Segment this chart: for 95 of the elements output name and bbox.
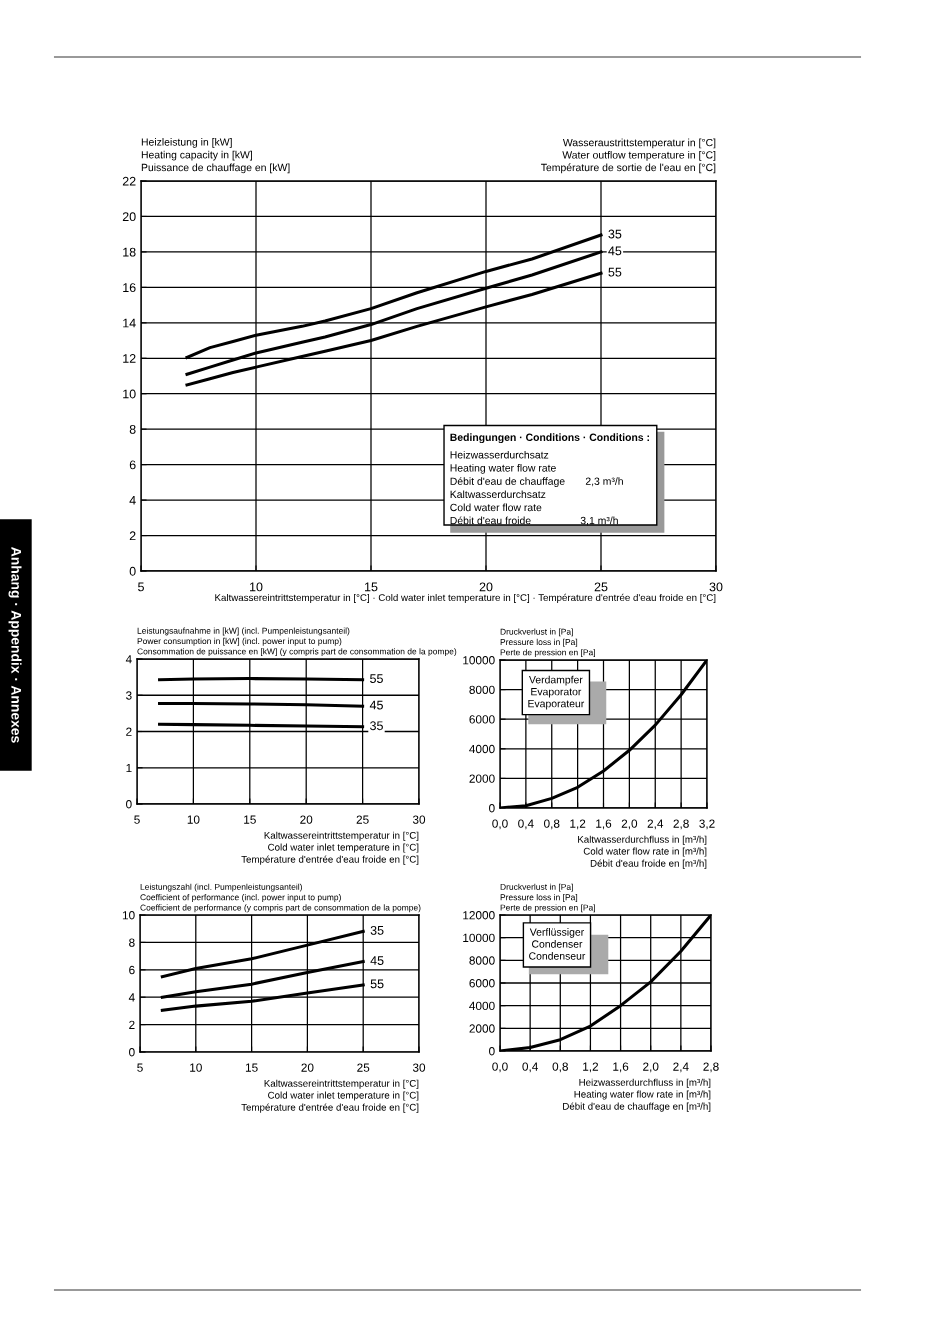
x-tick-label: 10 bbox=[190, 1063, 202, 1072]
x-tick-label: 0,0 bbox=[492, 819, 508, 830]
x-axis-title: Heizwasserdurchfluss in [m³/h] Heating water flow rate in [m³/h] Débit d'eau de chauffage en [m³/h] bbox=[563, 1078, 711, 1112]
x-tick-label: 30 bbox=[709, 582, 723, 592]
y-tick-label: 4000 bbox=[469, 1001, 495, 1011]
y-axis-title: Druckverlust in [Pa] Pressure loss in [Pa] Perte de pression en [Pa] bbox=[500, 883, 595, 913]
y-tick-label: 10 bbox=[123, 389, 136, 399]
y-tick-label: 10 bbox=[122, 911, 135, 920]
y-tick-label: 8 bbox=[129, 424, 136, 434]
series-label: 45 bbox=[369, 700, 383, 710]
y-tick-label: 18 bbox=[123, 247, 136, 257]
x-tick-label: 2,4 bbox=[647, 819, 664, 830]
x-tick-label: 1,6 bbox=[613, 1062, 629, 1073]
annotation: Heizwasserdurchsatz Heating water flow rate Débit d'eau de chauffage 2,3 m³/h Kaltwasserdurchsatz Cold water flow rate Débit d'eau froide 3,1 m³/h bbox=[450, 450, 623, 526]
series-label: 55 bbox=[370, 979, 384, 989]
y-tick-label: 10000 bbox=[463, 933, 495, 943]
y-axis-title: Leistungsaufnahme in [kW] (incl. Pumpenleistungsanteil) Power consumption in [kW] (incl. power input to pump) Consommation de puissance en [kW] (y compris part de consommation de la pompe) bbox=[137, 627, 457, 657]
x-tick-label: 1,2 bbox=[570, 819, 586, 830]
x-tick-label: 0,4 bbox=[518, 819, 534, 830]
y-tick-label: 0 bbox=[489, 804, 495, 813]
x-tick-label: 2,0 bbox=[621, 819, 638, 830]
series-label: 45 bbox=[370, 956, 384, 965]
x-tick-label: 15 bbox=[244, 815, 256, 824]
x-tick-label: 20 bbox=[301, 1063, 314, 1072]
x-tick-label: 5 bbox=[137, 1063, 143, 1072]
x-tick-label: 25 bbox=[356, 815, 369, 824]
x-tick-label: 3,2 bbox=[699, 819, 715, 830]
y-tick-label: 6000 bbox=[469, 715, 495, 724]
y-tick-label: 12 bbox=[123, 354, 136, 363]
y-tick-label: 8000 bbox=[469, 685, 495, 694]
series-label: 55 bbox=[608, 267, 622, 277]
y-tick-label: 4 bbox=[125, 655, 132, 664]
text: Anhang · Appendix · Annexes bbox=[8, 547, 22, 743]
x-tick-label: 2,4 bbox=[673, 1062, 689, 1073]
x-tick-label: 2,8 bbox=[703, 1062, 719, 1073]
x-tick-label: 0,8 bbox=[552, 1062, 568, 1073]
x-tick-label: 1,2 bbox=[583, 1062, 599, 1073]
x-tick-label: 15 bbox=[365, 582, 378, 592]
y-tick-label: 14 bbox=[123, 318, 136, 328]
y-tick-label: 22 bbox=[122, 176, 136, 186]
x-tick-label: 20 bbox=[300, 815, 313, 824]
y-tick-label: 6 bbox=[129, 965, 135, 975]
annotation: Verdampfer Evaporator Evaporateur bbox=[528, 675, 585, 710]
x-tick-label: 25 bbox=[594, 582, 608, 592]
series-label: 55 bbox=[370, 674, 383, 684]
y-tick-label: 0 bbox=[129, 566, 136, 576]
x-tick-label: 10 bbox=[187, 815, 200, 824]
y-axis-title: Leistungszahl (incl. Pumpenleistungsanteil) Coefficient of performance (incl. power input to pump) Coefficient de performance (y compris part de consommation de la pompe) bbox=[140, 883, 421, 913]
y-tick-label: 8000 bbox=[469, 956, 495, 965]
series-label: 35 bbox=[370, 925, 384, 935]
y-tick-label: 4 bbox=[128, 993, 135, 1002]
x-tick-label: 10 bbox=[250, 582, 263, 592]
x-axis-title: Kaltwasserdurchfluss in [m³/h] Cold water flow rate in [m³/h] Débit d'eau froide en [m³/h] bbox=[578, 835, 707, 869]
x-tick-label: 5 bbox=[134, 815, 140, 824]
x-tick-label: 30 bbox=[412, 1063, 426, 1072]
x-axis-title: Kaltwassereintrittstemperatur in [°C] Cold water inlet temperature in [°C] Température d'entrée d'eau froide en [°C] bbox=[241, 831, 419, 865]
x-tick-label: 0,8 bbox=[544, 819, 560, 830]
y-tick-label: 20 bbox=[122, 212, 136, 222]
annotation: Bedingungen · Conditions · Conditions : bbox=[450, 433, 649, 444]
x-tick-label: 0,4 bbox=[522, 1062, 538, 1073]
legend-title: Wasseraustrittstemperatur in [°C] Water outflow temperature in [°C] Température de sortie de l'eau en [°C] bbox=[541, 138, 716, 174]
x-tick-label: 5 bbox=[138, 582, 144, 592]
y-tick-label: 10000 bbox=[463, 656, 495, 665]
series-label: 35 bbox=[370, 721, 383, 731]
y-tick-label: 0 bbox=[126, 800, 132, 809]
x-tick-label: 1,6 bbox=[596, 819, 612, 830]
y-axis-title: Druckverlust in [Pa] Pressure loss in [Pa] Perte de pression en [Pa] bbox=[500, 628, 595, 658]
y-tick-label: 16 bbox=[123, 283, 136, 293]
series-label: 45 bbox=[608, 246, 622, 256]
y-tick-label: 6000 bbox=[469, 979, 495, 988]
y-tick-label: 3 bbox=[126, 691, 132, 700]
x-tick-label: 15 bbox=[245, 1063, 258, 1072]
y-tick-label: 1 bbox=[126, 763, 132, 773]
x-axis-title: Kaltwassereintrittstemperatur in [°C] Cold water inlet temperature in [°C] Température d'entrée d'eau froide en [°C] bbox=[241, 1079, 419, 1113]
x-tick-label: 30 bbox=[412, 815, 426, 824]
x-axis-title: Kaltwassereintrittstemperatur in [°C] · Cold water inlet temperature in [°C] · Température d'entrée d'eau froide en [°C] bbox=[215, 593, 716, 603]
y-tick-label: 2 bbox=[129, 531, 136, 541]
x-tick-label: 25 bbox=[357, 1063, 370, 1072]
y-tick-label: 8 bbox=[129, 938, 135, 947]
y-tick-label: 2000 bbox=[469, 774, 495, 783]
x-tick-label: 0,0 bbox=[492, 1062, 508, 1073]
y-tick-label: 0 bbox=[129, 1048, 135, 1057]
y-axis-title: Heizleistung in [kW] Heating capacity in [kW] Puissance de chauffage en [kW] bbox=[141, 138, 290, 174]
y-tick-label: 2000 bbox=[469, 1024, 495, 1033]
annotation: Verflüssiger Condenser Condenseur bbox=[529, 928, 586, 960]
y-tick-label: 2 bbox=[126, 727, 132, 736]
y-tick-label: 2 bbox=[129, 1020, 135, 1029]
y-tick-label: 6 bbox=[129, 460, 136, 470]
y-tick-label: 0 bbox=[489, 1047, 495, 1056]
y-tick-label: 4000 bbox=[469, 744, 495, 754]
series-label: 35 bbox=[608, 229, 622, 239]
x-tick-label: 2,0 bbox=[643, 1062, 659, 1073]
y-tick-label: 12000 bbox=[463, 911, 495, 920]
x-tick-label: 2,8 bbox=[673, 819, 689, 830]
y-tick-label: 4 bbox=[129, 496, 136, 505]
